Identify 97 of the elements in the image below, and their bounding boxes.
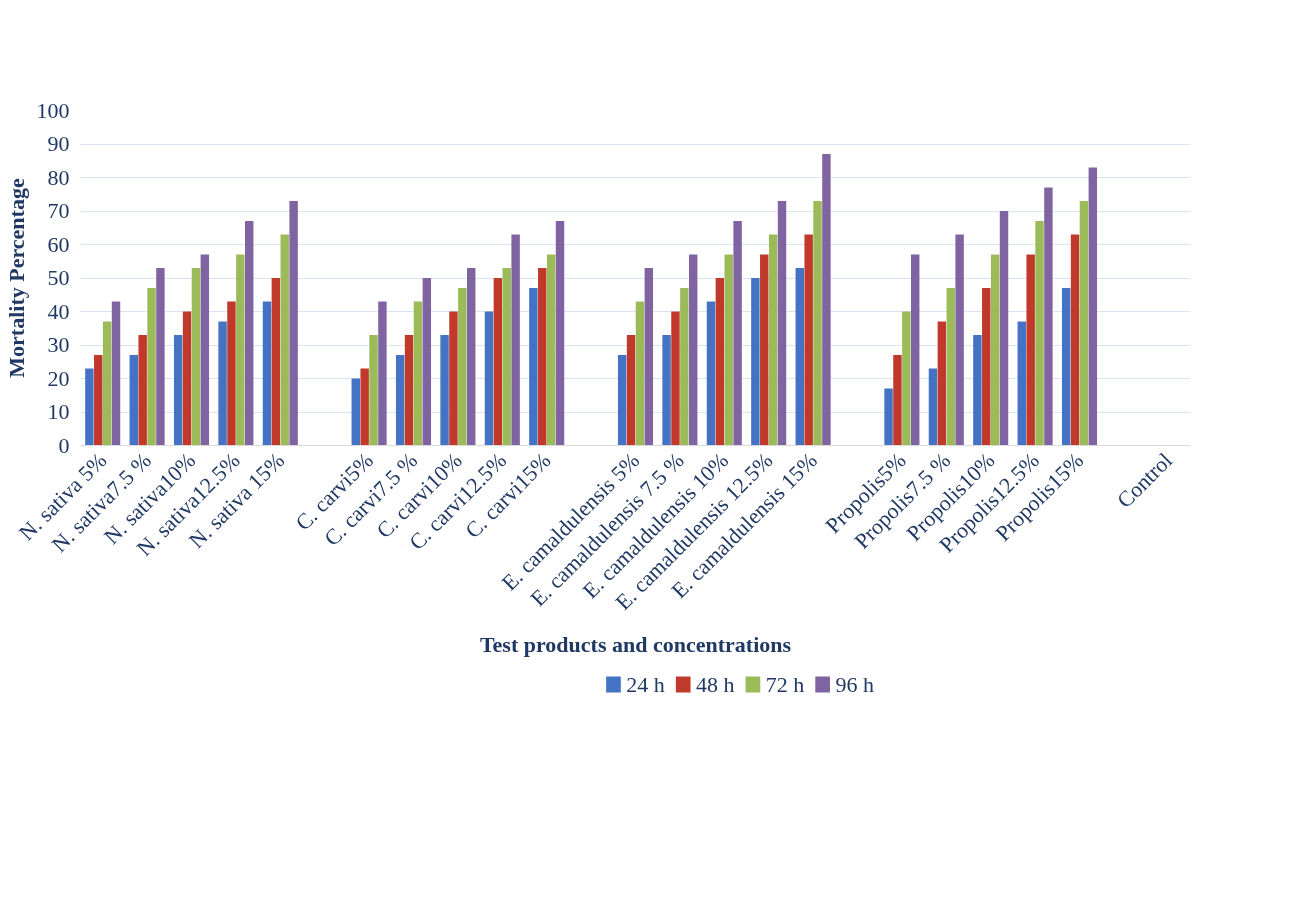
bar bbox=[422, 278, 432, 446]
y-axis-title: Mortality Percentage bbox=[3, 178, 29, 378]
bar bbox=[973, 334, 982, 446]
legend-label: 24 h bbox=[626, 672, 665, 697]
bar bbox=[999, 211, 1009, 446]
y-tick-label: 40 bbox=[47, 298, 70, 324]
bar bbox=[182, 311, 192, 446]
bar bbox=[546, 254, 556, 446]
bar bbox=[626, 334, 636, 446]
bar bbox=[458, 288, 467, 446]
bar bbox=[928, 368, 938, 446]
bar bbox=[404, 334, 414, 446]
bar bbox=[1061, 288, 1071, 446]
bar bbox=[911, 254, 920, 446]
bar bbox=[94, 355, 103, 446]
bar bbox=[671, 311, 680, 446]
y-tick-label: 30 bbox=[47, 332, 70, 357]
y-tick-label: 0 bbox=[58, 432, 70, 458]
bar bbox=[1070, 234, 1080, 446]
bar bbox=[680, 288, 689, 446]
y-tick-label: 100 bbox=[36, 97, 70, 123]
bar bbox=[280, 234, 289, 446]
bar bbox=[1026, 254, 1035, 446]
bar bbox=[395, 355, 405, 446]
bar bbox=[760, 254, 769, 446]
bar bbox=[795, 267, 804, 446]
y-tick-label: 90 bbox=[47, 131, 70, 156]
bar bbox=[271, 278, 281, 446]
bar bbox=[902, 311, 911, 446]
bar bbox=[733, 221, 742, 446]
y-tick-label: 70 bbox=[47, 198, 70, 223]
bar bbox=[413, 301, 423, 446]
bar bbox=[200, 254, 210, 446]
bar bbox=[102, 321, 112, 446]
y-tick-label: 10 bbox=[47, 399, 70, 424]
bar bbox=[644, 267, 654, 446]
bar bbox=[502, 267, 511, 446]
bar bbox=[156, 267, 165, 446]
bar bbox=[555, 221, 565, 446]
bar bbox=[138, 334, 147, 446]
bar bbox=[1079, 200, 1089, 446]
bar bbox=[777, 200, 787, 446]
legend-label: 48 h bbox=[696, 672, 735, 697]
bar bbox=[529, 288, 538, 446]
bar bbox=[937, 321, 947, 446]
bar bbox=[245, 221, 254, 446]
bar bbox=[804, 234, 813, 446]
bar bbox=[1044, 187, 1053, 446]
bar bbox=[813, 200, 822, 446]
bar bbox=[662, 334, 671, 446]
bar bbox=[511, 234, 520, 446]
bar bbox=[768, 234, 778, 446]
bar bbox=[191, 267, 201, 446]
bar bbox=[85, 368, 94, 446]
bar bbox=[1088, 167, 1098, 446]
bar bbox=[1017, 321, 1026, 446]
bar bbox=[893, 355, 902, 446]
bar bbox=[351, 378, 360, 446]
bar bbox=[129, 355, 138, 446]
y-tick-label: 60 bbox=[47, 231, 70, 257]
legend-label: 72 h bbox=[765, 672, 805, 697]
bar bbox=[369, 334, 378, 446]
bar bbox=[227, 301, 236, 446]
legend-label: 96 h bbox=[835, 672, 874, 697]
y-tick-label: 50 bbox=[47, 265, 70, 290]
bar bbox=[689, 254, 698, 446]
bar bbox=[955, 234, 964, 446]
bar bbox=[111, 301, 121, 446]
bar bbox=[440, 334, 449, 446]
bar bbox=[173, 334, 183, 446]
bar bbox=[538, 267, 547, 446]
bar bbox=[262, 301, 272, 446]
bar bbox=[236, 254, 245, 446]
bar bbox=[617, 355, 627, 446]
y-tick-label: 20 bbox=[47, 365, 70, 391]
bar bbox=[449, 311, 458, 446]
bar bbox=[378, 301, 387, 446]
bar bbox=[982, 288, 991, 446]
bar bbox=[884, 388, 893, 446]
bar bbox=[147, 288, 156, 446]
y-tick-label: 80 bbox=[47, 164, 70, 190]
bar bbox=[635, 301, 645, 446]
bar bbox=[706, 301, 716, 446]
bar bbox=[1035, 221, 1044, 446]
bar bbox=[289, 200, 298, 446]
bar bbox=[946, 288, 955, 446]
bar bbox=[360, 368, 369, 446]
bar bbox=[493, 278, 503, 446]
bar bbox=[218, 321, 227, 446]
bar bbox=[467, 267, 476, 446]
bar bbox=[751, 278, 760, 446]
x-axis-title: Test products and concentrations bbox=[479, 631, 792, 657]
bar bbox=[484, 311, 494, 446]
bar bbox=[822, 154, 831, 446]
bar bbox=[715, 278, 725, 446]
bar bbox=[724, 254, 733, 446]
bar bbox=[990, 254, 1000, 446]
